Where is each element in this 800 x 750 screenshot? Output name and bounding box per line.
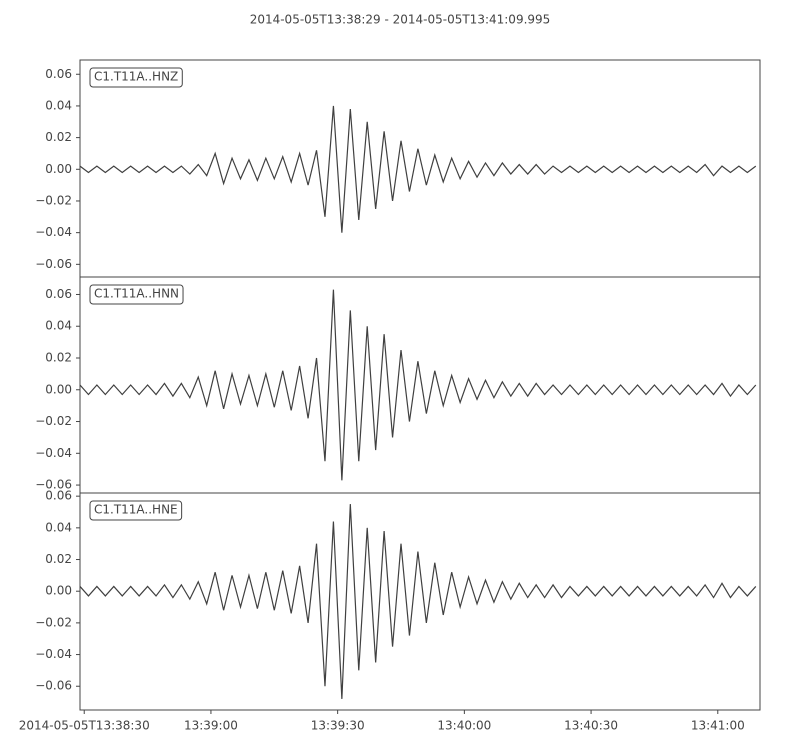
y-tick-label: 0.00 [45, 162, 72, 176]
waveform [79, 289, 757, 481]
y-tick-label: 0.02 [45, 351, 72, 365]
y-tick-label: −0.04 [35, 647, 72, 661]
trace-label: C1.T11A..HNE [94, 503, 178, 517]
y-tick-label: 0.04 [45, 98, 72, 112]
y-tick-label: −0.02 [35, 193, 72, 207]
trace-label: C1.T11A..HNZ [94, 70, 178, 84]
trace-label: C1.T11A..HNN [94, 287, 179, 301]
x-tick-label: 13:39:00 [184, 719, 238, 733]
y-tick-label: −0.06 [35, 257, 72, 271]
y-tick-label: 0.06 [45, 489, 72, 503]
x-tick-label: 13:41:00 [691, 719, 745, 733]
y-tick-label: −0.06 [35, 478, 72, 492]
y-tick-label: −0.02 [35, 615, 72, 629]
y-tick-label: 0.06 [45, 287, 72, 301]
y-tick-label: −0.04 [35, 446, 72, 460]
y-tick-label: 0.04 [45, 520, 72, 534]
y-tick-label: 0.04 [45, 319, 72, 333]
y-tick-label: 0.00 [45, 584, 72, 598]
y-tick-label: 0.02 [45, 552, 72, 566]
trace-label-box [89, 500, 183, 521]
x-tick-label: 13:40:00 [437, 719, 491, 733]
x-tick-label: 2014-05-05T13:38:30 [19, 719, 150, 733]
x-tick-label: 13:39:30 [311, 719, 365, 733]
trace-label-box [89, 284, 184, 305]
y-tick-label: −0.06 [35, 679, 72, 693]
y-tick-label: 0.06 [45, 67, 72, 81]
trace-label-box [89, 67, 183, 88]
waveform [79, 504, 757, 699]
y-tick-label: 0.02 [45, 130, 72, 144]
y-tick-label: −0.04 [35, 225, 72, 239]
panel-frame [79, 492, 761, 711]
y-tick-label: −0.02 [35, 414, 72, 428]
figure-title: 2014-05-05T13:38:29 - 2014-05-05T13:41:0… [250, 13, 551, 27]
waveform [79, 105, 757, 233]
y-tick-label: 0.00 [45, 382, 72, 396]
x-tick-label: 13:40:30 [564, 719, 618, 733]
